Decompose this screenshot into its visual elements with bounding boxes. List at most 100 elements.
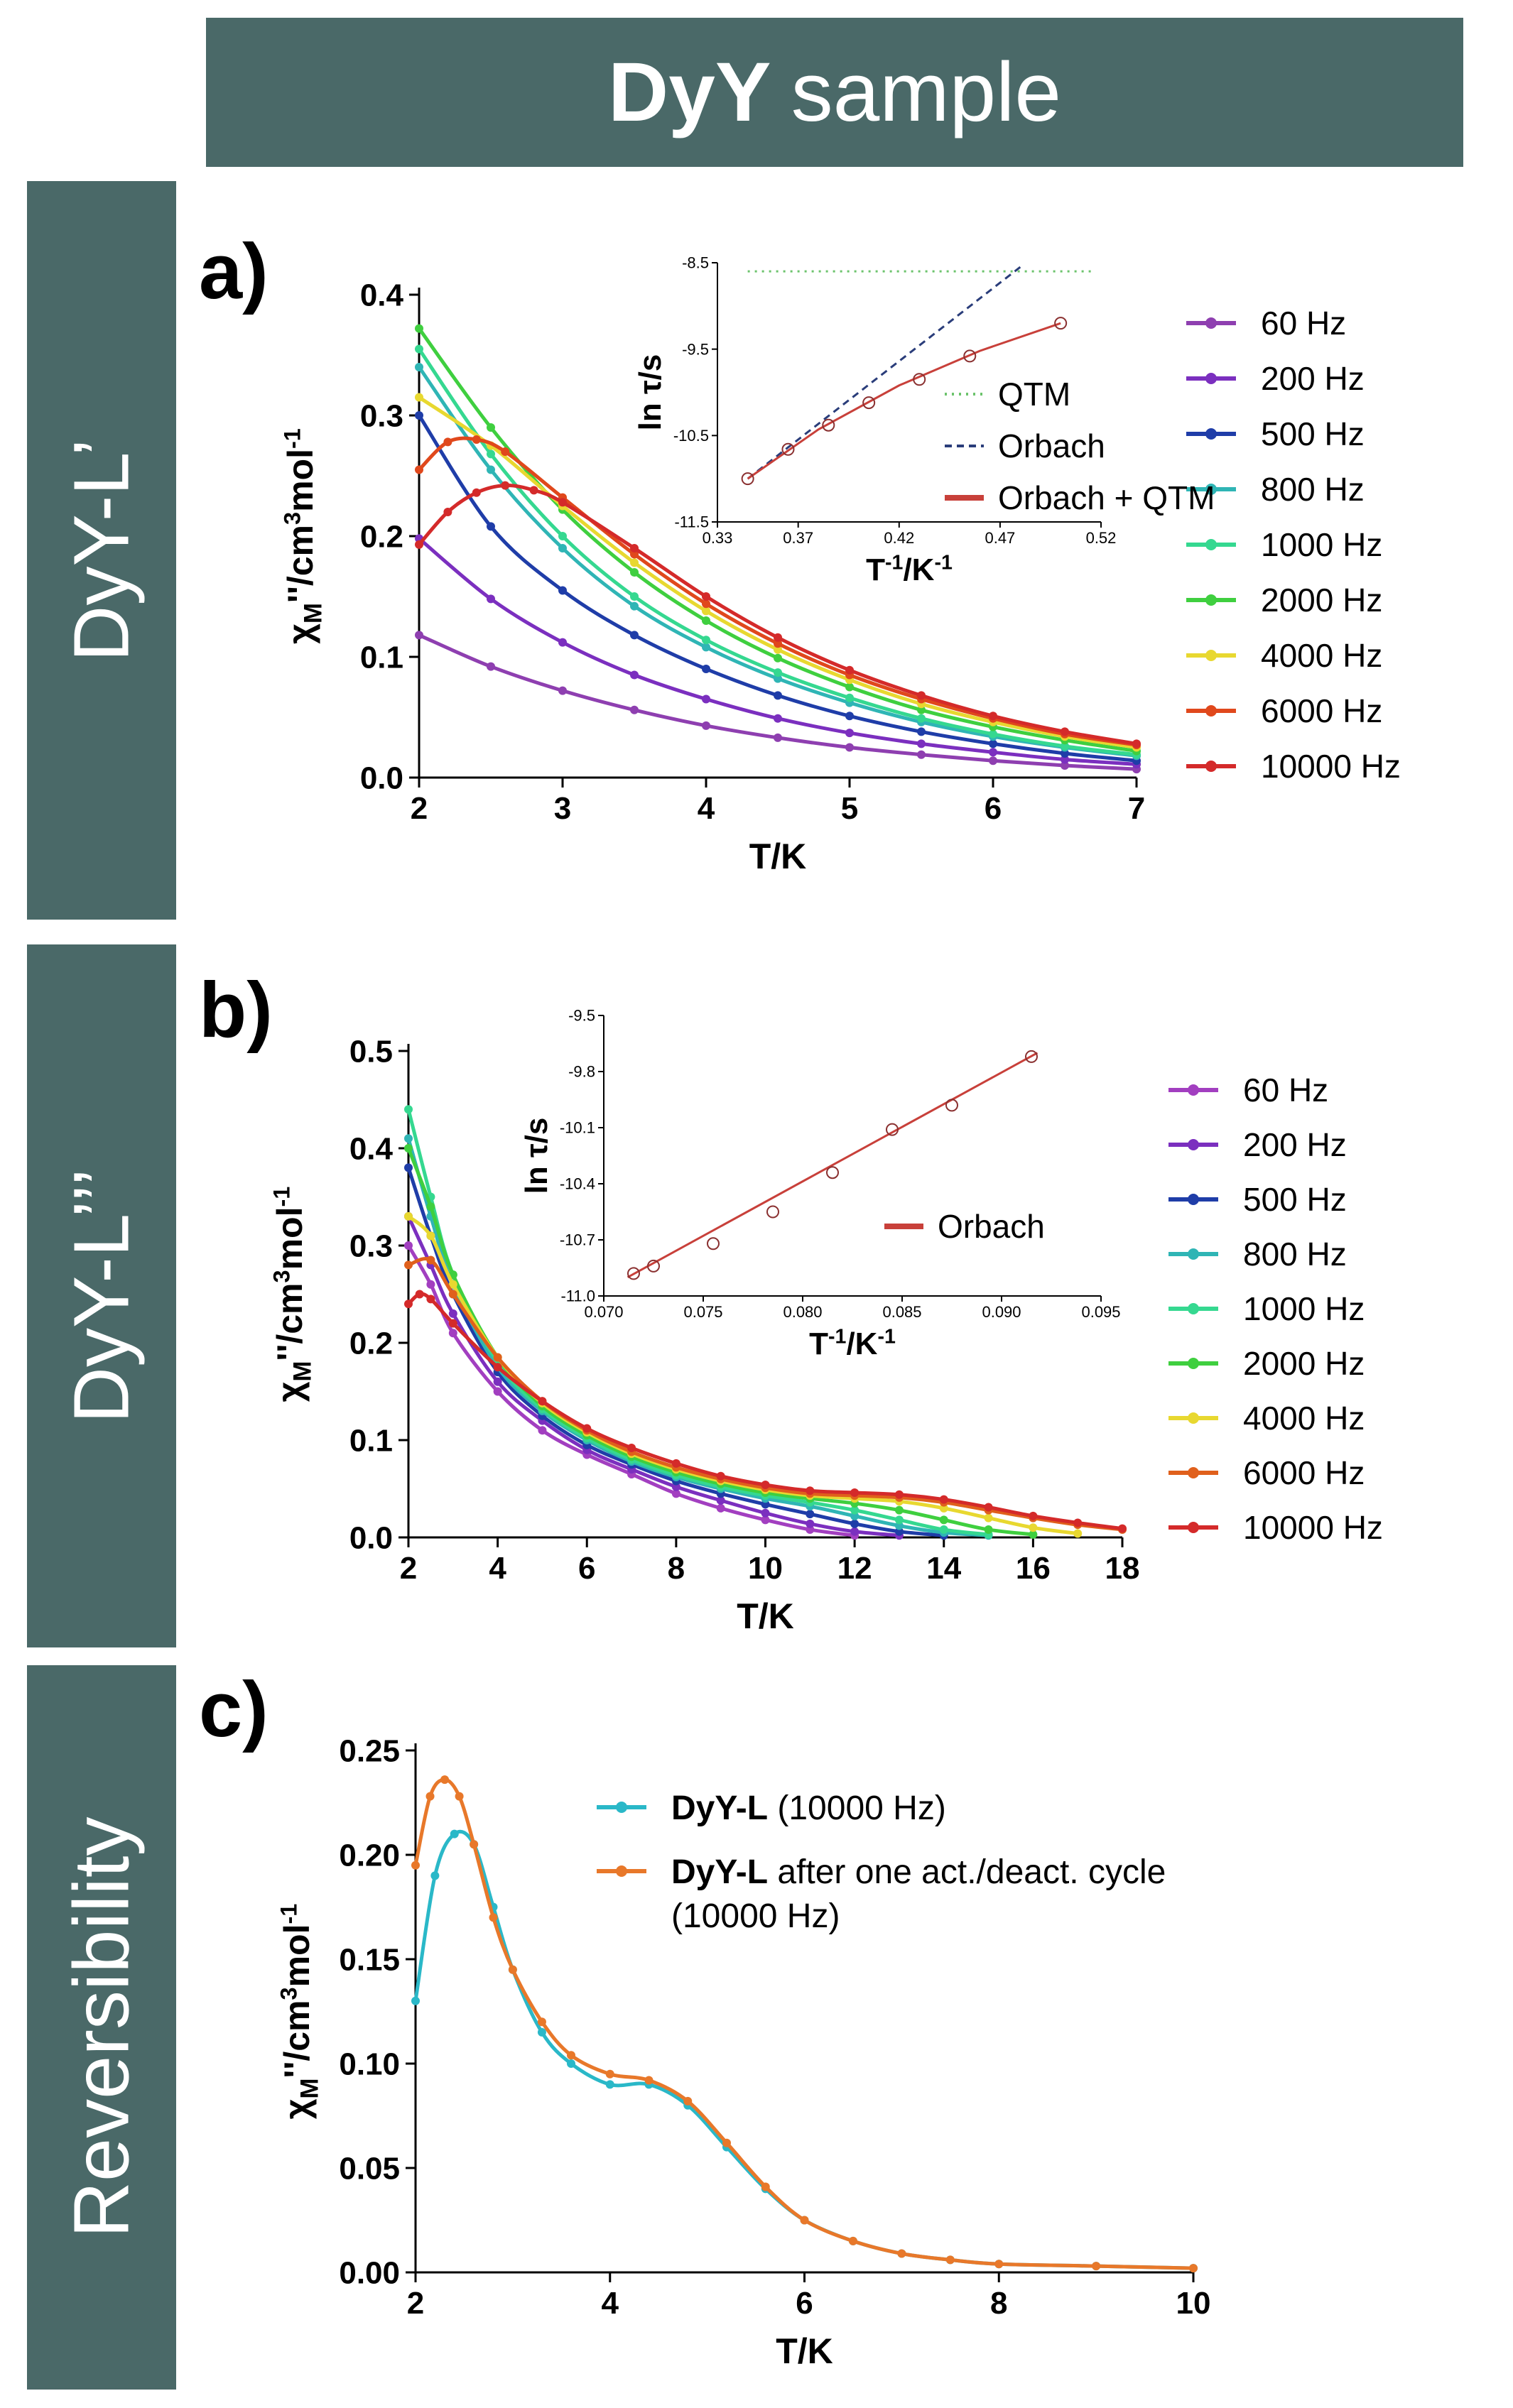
legend-marker-a	[1205, 317, 1217, 329]
inset-x-tick-label-b: 0.075	[683, 1303, 722, 1321]
data-point-a-5	[845, 682, 854, 692]
data-point-b-4	[894, 1515, 904, 1525]
data-point-c-1	[508, 1965, 517, 1974]
data-point-c-1	[945, 2255, 955, 2265]
y-tick-label-c: 0.15	[339, 1942, 400, 1977]
legend-marker-b	[1188, 1194, 1199, 1205]
inset-legend-label-a: Orbach + QTM	[998, 479, 1215, 516]
data-point-a-8	[630, 544, 639, 552]
data-point-a-5	[415, 324, 423, 333]
inset-data-point-a	[862, 396, 876, 410]
legend-marker-c	[616, 1865, 627, 1877]
inset-y-axis-title-b: ln τ/s	[519, 1118, 554, 1194]
data-point-c-1	[470, 1840, 479, 1849]
data-point-a-1	[558, 638, 567, 647]
data-point-a-2	[774, 691, 782, 700]
data-point-a-6	[774, 645, 782, 654]
data-point-a-1	[487, 594, 495, 604]
legend-marker-b	[1188, 1467, 1199, 1478]
x-tick-label-a: 7	[1128, 791, 1145, 826]
y-tick-label-b: 0.4	[349, 1131, 394, 1166]
inset-x-tick-label-a: 0.47	[985, 529, 1015, 547]
data-point-b-8	[984, 1503, 993, 1512]
data-point-a-7	[774, 639, 782, 648]
data-point-a-4	[1061, 741, 1069, 751]
data-point-b-8	[1029, 1511, 1038, 1520]
data-point-b-5	[404, 1144, 413, 1153]
data-point-a-7	[501, 447, 510, 456]
x-tick-label-a: 3	[554, 791, 571, 826]
data-point-a-0	[774, 733, 782, 742]
data-point-c-1	[411, 1861, 420, 1870]
inset-y-tick-label-b: -10.7	[560, 1231, 595, 1249]
data-point-a-2	[917, 727, 926, 736]
legend-label-a: 200 Hz	[1261, 360, 1365, 397]
data-point-a-8	[702, 592, 710, 601]
data-point-b-8	[806, 1486, 815, 1496]
data-point-a-2	[415, 411, 423, 420]
data-point-b-8	[850, 1488, 859, 1497]
inset-data-point-a	[963, 349, 977, 363]
data-point-a-8	[774, 633, 782, 642]
data-point-a-5	[917, 705, 926, 714]
data-point-b-8	[1118, 1524, 1127, 1533]
data-point-b-8	[894, 1490, 904, 1499]
data-point-a-4	[989, 729, 997, 739]
data-point-c-1	[761, 2182, 770, 2191]
chart-c: c) 2 4 6 8 10 0.00 0.05 0.10 0.15 0.20 0.25 T/K DyY-L…	[199, 1666, 1210, 2371]
data-point-a-0	[1061, 761, 1069, 770]
inset-y-tick-label-b: -11.0	[560, 1287, 595, 1305]
legend-label-b: 1000 Hz	[1243, 1290, 1365, 1327]
data-point-a-8	[501, 481, 510, 490]
inset-x-tick-label-b: 0.070	[584, 1303, 623, 1321]
data-point-c-1	[455, 1792, 464, 1801]
side-label-b: DyY-L’’’	[27, 944, 176, 1647]
legend-marker-a	[1205, 594, 1217, 606]
x-tick-label-b: 8	[668, 1551, 685, 1586]
inset-a: 0.33 0.37 0.42 0.47 0.52 -11.5 -10.5 -9.5 -8.5 T-…	[633, 254, 1215, 587]
data-point-b-8	[1073, 1518, 1083, 1527]
y-tick-label-c: 0.25	[339, 1733, 400, 1768]
data-point-c-0	[450, 1829, 459, 1838]
inset-data-point-a	[781, 442, 795, 456]
data-point-c-1	[897, 2249, 906, 2258]
x-tick-label-a: 2	[411, 791, 428, 826]
data-point-a-0	[845, 743, 854, 752]
data-point-a-0	[917, 750, 926, 759]
data-point-a-1	[630, 670, 639, 680]
inset-data-point-b	[886, 1123, 899, 1136]
chart-a: a) 2 3 4 5 6 7 0.0 0.1 0.2 0.3 0.4 T/K 60 Hz 200 Hz 500…	[199, 228, 1401, 876]
x-tick-label-b: 18	[1105, 1551, 1140, 1586]
data-point-b-0	[671, 1489, 680, 1498]
data-point-b-6	[1073, 1529, 1083, 1538]
panel-label-b: b)	[199, 966, 273, 1054]
series-line-a-8	[418, 484, 1137, 746]
x-tick-label-b: 6	[578, 1551, 595, 1586]
data-point-b-3	[894, 1521, 904, 1530]
inset-data-point-b	[707, 1237, 720, 1251]
legend-marker-b	[1188, 1084, 1199, 1096]
data-point-a-1	[845, 729, 854, 738]
data-point-a-8	[443, 508, 452, 516]
data-point-b-2	[850, 1519, 859, 1528]
data-point-b-1	[448, 1309, 457, 1318]
inset-data-point-b	[647, 1259, 660, 1273]
data-point-b-6	[939, 1503, 948, 1513]
x-axis-title-a: T/K	[749, 837, 807, 876]
y-tick-label-c: 0.10	[339, 2047, 400, 2081]
y-axis-title-a: χM''/cm3mol-1	[280, 428, 327, 644]
data-point-b-0	[404, 1241, 413, 1250]
data-point-b-4	[850, 1505, 859, 1515]
legend-marker-b	[1188, 1522, 1199, 1533]
data-point-b-5	[894, 1505, 904, 1515]
x-tick-label-b: 10	[748, 1551, 783, 1586]
inset-data-point-b	[945, 1099, 958, 1112]
data-point-a-8	[845, 665, 854, 675]
data-point-a-6	[702, 606, 710, 616]
x-tick-label-b: 16	[1016, 1551, 1051, 1586]
inset-data-point-b	[766, 1205, 779, 1219]
data-point-b-6	[448, 1280, 457, 1289]
inset-data-point-b	[1025, 1050, 1038, 1063]
inset-legend-label-a: Orbach	[998, 427, 1105, 464]
data-point-a-8	[1132, 739, 1141, 748]
